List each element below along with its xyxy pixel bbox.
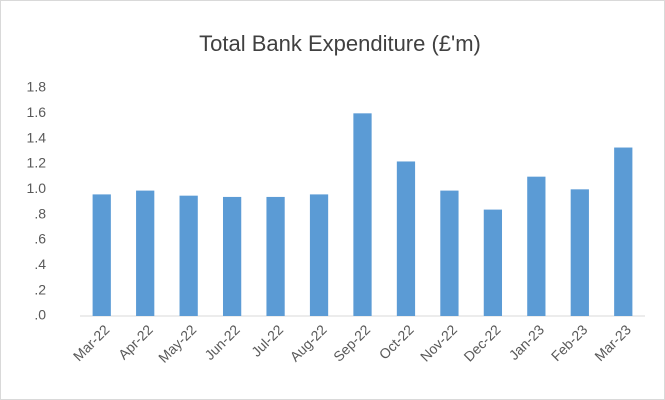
y-tick-label: .6 [34, 231, 46, 247]
chart-title: Total Bank Expenditure (£'m) [199, 31, 481, 56]
bar [266, 196, 285, 316]
y-tick-label: 1.4 [27, 129, 47, 145]
bar [396, 161, 416, 316]
bar [136, 190, 155, 316]
y-tick-label: 1.2 [27, 155, 47, 171]
bar [353, 113, 372, 316]
y-tick-label: .2 [34, 281, 46, 297]
bar [483, 209, 503, 316]
bar [179, 195, 198, 316]
y-tick-label: .0 [34, 307, 46, 323]
bar [440, 190, 459, 316]
bar [92, 194, 111, 316]
bar [309, 194, 329, 316]
y-tick-label: .4 [34, 256, 46, 272]
y-tick-label: 1.8 [27, 79, 47, 95]
bar [527, 176, 546, 316]
y-tick-label: 1.6 [27, 104, 47, 120]
bar [222, 196, 242, 316]
bar [614, 147, 633, 316]
y-tick-label: .8 [34, 205, 46, 221]
y-tick-label: 1.0 [27, 180, 47, 196]
bar [570, 189, 589, 316]
